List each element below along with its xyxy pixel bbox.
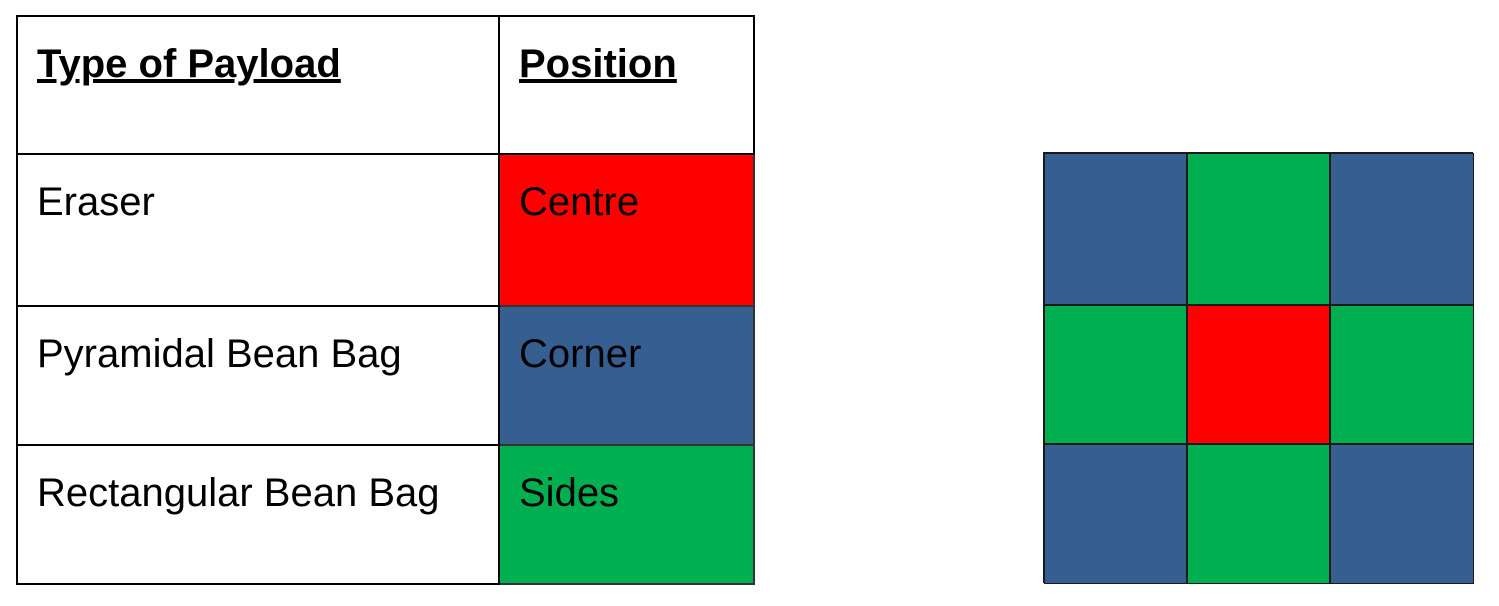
position-label: Corner bbox=[519, 332, 642, 376]
grid-square-corner-r2c0 bbox=[1044, 444, 1187, 584]
payload-label: Pyramidal Bean Bag bbox=[37, 332, 402, 376]
grid-square-corner-r0c0 bbox=[1044, 153, 1187, 305]
table-row: Pyramidal Bean Bag Corner bbox=[16, 305, 755, 446]
payload-cell: Eraser bbox=[16, 153, 500, 307]
table-header-row: Type of Payload Position bbox=[16, 15, 755, 155]
table-row: Eraser Centre bbox=[16, 153, 755, 307]
position-cell: Corner bbox=[498, 305, 755, 446]
grid-square-sides-r0c1 bbox=[1187, 153, 1330, 305]
grid-square-centre-r1c1 bbox=[1187, 305, 1330, 444]
grid-square-corner-r0c2 bbox=[1330, 153, 1474, 305]
grid-square-corner-r2c2 bbox=[1330, 444, 1474, 584]
payload-cell: Pyramidal Bean Bag bbox=[16, 305, 500, 446]
grid-square-sides-r1c2 bbox=[1330, 305, 1474, 444]
header-position-cell: Position bbox=[498, 15, 755, 155]
position-label: Centre bbox=[519, 180, 640, 224]
payload-label: Eraser bbox=[37, 180, 155, 224]
grid-square-sides-r1c0 bbox=[1044, 305, 1187, 444]
header-type-label: Type of Payload bbox=[37, 42, 341, 86]
table-row: Rectangular Bean Bag Sides bbox=[16, 444, 755, 585]
position-grid-diagram bbox=[1043, 152, 1474, 584]
payload-cell: Rectangular Bean Bag bbox=[16, 444, 500, 585]
payload-position-table: Type of Payload Position Eraser Centre P… bbox=[16, 15, 755, 585]
header-position-label: Position bbox=[519, 42, 677, 86]
position-cell: Sides bbox=[498, 444, 755, 585]
payload-label: Rectangular Bean Bag bbox=[37, 471, 440, 515]
grid-square-sides-r2c1 bbox=[1187, 444, 1330, 584]
position-cell: Centre bbox=[498, 153, 755, 307]
position-label: Sides bbox=[519, 471, 620, 515]
header-type-cell: Type of Payload bbox=[16, 15, 500, 155]
